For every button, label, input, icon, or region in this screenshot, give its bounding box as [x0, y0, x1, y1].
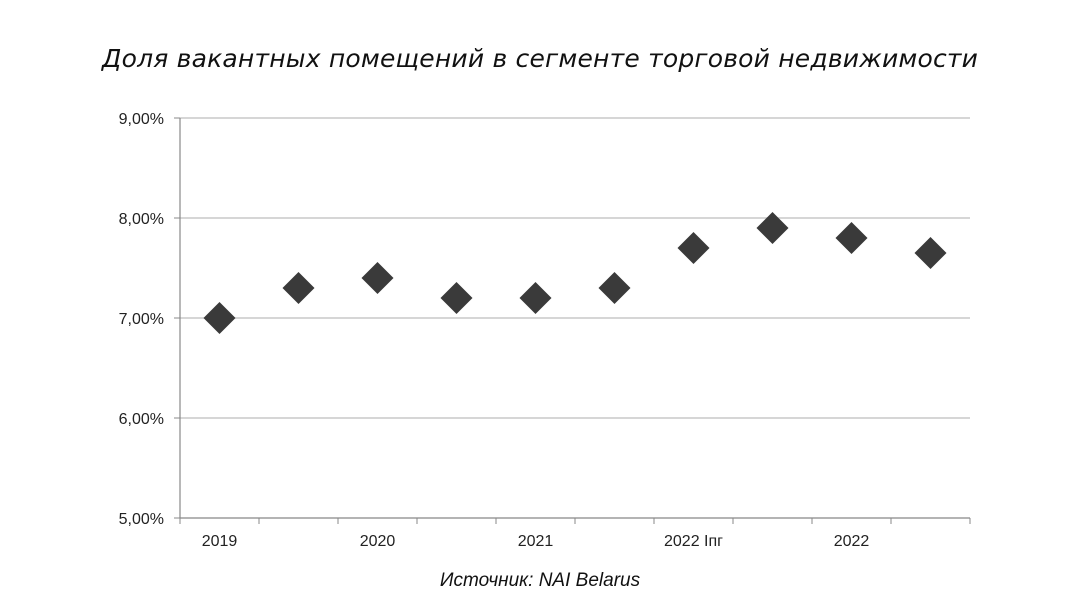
data-point	[835, 222, 868, 254]
axes	[174, 117, 971, 524]
source-note: Источник: NAI Belarus	[439, 570, 641, 591]
x-tick-label: 2020	[360, 533, 396, 550]
y-tick-label: 6,00%	[119, 411, 164, 428]
chart-title: Доля вакантных помещений в сегменте торг…	[101, 44, 979, 73]
data-point	[756, 212, 789, 244]
data-point	[440, 282, 473, 314]
y-tick-label: 7,00%	[119, 311, 164, 328]
x-tick-label: 2019	[202, 533, 238, 550]
y-tick-label: 9,00%	[119, 111, 164, 128]
x-tick-label: 2021	[518, 533, 554, 550]
data-point	[677, 232, 710, 264]
y-tick-label: 8,00%	[119, 211, 164, 228]
data-point	[203, 302, 236, 334]
data-points	[203, 212, 947, 334]
data-point	[519, 282, 552, 314]
y-tick-labels: 5,00% 6,00% 7,00% 8,00% 9,00%	[119, 111, 164, 528]
data-point	[598, 272, 631, 304]
y-tick-label: 5,00%	[119, 511, 164, 528]
x-tick-label: 2022	[834, 533, 870, 550]
grid-lines	[180, 117, 970, 419]
x-tick-label: 2022 Iпг	[664, 533, 723, 550]
x-tick-labels: 2019 2020 2021 2022 Iпг 2022	[202, 533, 870, 550]
data-point	[361, 262, 394, 294]
data-point	[914, 237, 947, 269]
data-point	[282, 272, 315, 304]
